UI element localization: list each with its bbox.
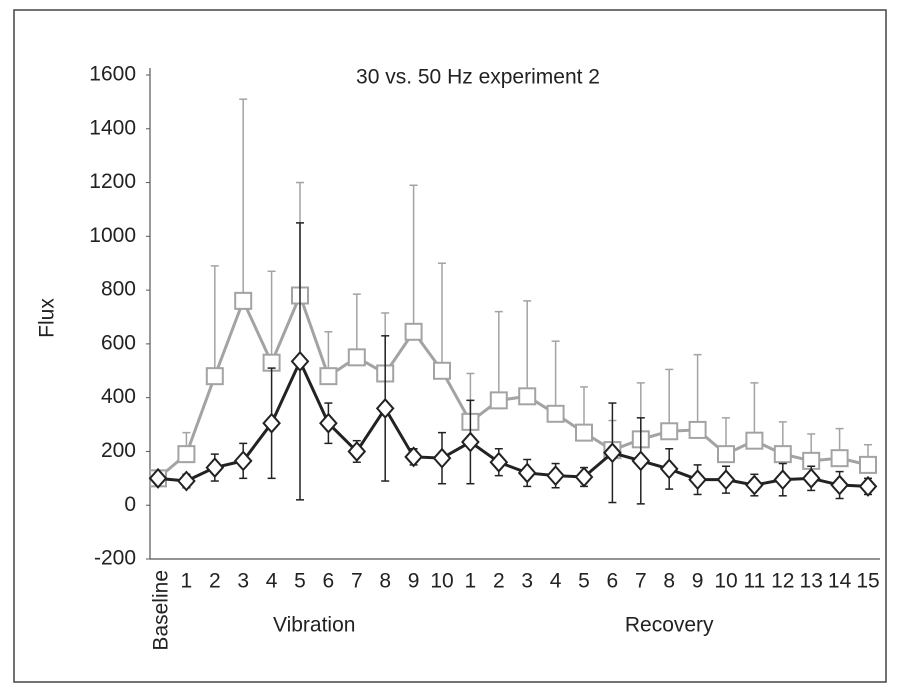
marker: [859, 455, 877, 474]
marker: [319, 367, 338, 386]
marker: [660, 422, 679, 441]
marker: [404, 446, 423, 468]
x-tick-label: 1: [181, 570, 193, 593]
marker: [461, 431, 480, 453]
x-tick-label: 9: [408, 570, 420, 593]
marker: [177, 470, 196, 492]
marker: [489, 391, 508, 410]
x-tick-label: 7: [351, 570, 363, 593]
marker: [290, 350, 310, 372]
marker: [745, 474, 764, 496]
marker: [432, 447, 452, 469]
marker: [688, 469, 707, 491]
y-tick-label: 1000: [89, 224, 136, 247]
group-label: Recovery: [625, 614, 714, 637]
x-tick-label: 14: [828, 570, 852, 593]
marker: [546, 465, 565, 487]
x-tick-label: 3: [521, 570, 533, 593]
marker: [234, 291, 253, 310]
x-tick-label: 6: [323, 570, 335, 593]
marker: [375, 397, 395, 419]
y-tick-label: 200: [101, 439, 136, 462]
marker: [717, 445, 735, 464]
y-tick-label: 1600: [89, 63, 136, 86]
marker: [716, 469, 736, 491]
x-tick-label: 11: [743, 570, 765, 593]
marker: [688, 420, 707, 439]
y-tick-label: 800: [101, 278, 136, 301]
x-tick-label: 5: [578, 570, 590, 593]
x-tick-label: 7: [635, 570, 647, 593]
x-tick-label: 15: [856, 570, 879, 593]
marker: [205, 367, 224, 386]
y-tick-label: 400: [101, 385, 136, 408]
marker: [433, 361, 451, 380]
marker: [773, 445, 792, 464]
marker: [574, 466, 594, 488]
marker: [801, 467, 821, 489]
marker: [830, 474, 849, 496]
chart-title: 30 vs. 50 Hz experiment 2: [356, 66, 600, 89]
x-tick-label: Baseline: [150, 570, 173, 651]
marker: [262, 412, 281, 434]
marker: [148, 467, 168, 489]
x-tick-label: 10: [430, 570, 453, 593]
frame: [13, 9, 887, 683]
y-tick-label: -200: [94, 547, 136, 570]
x-tick-label: 5: [294, 570, 306, 593]
x-tick-label: 1: [465, 570, 477, 593]
marker: [489, 451, 509, 473]
x-tick-label: 4: [550, 570, 562, 593]
marker: [858, 475, 878, 497]
x-tick-label: 13: [800, 570, 823, 593]
x-tick-label: 8: [663, 570, 675, 593]
x-tick-label: 6: [607, 570, 619, 593]
marker: [773, 469, 793, 491]
group-label: Vibration: [273, 614, 356, 637]
marker: [603, 442, 622, 464]
x-tick-label: 10: [714, 570, 737, 593]
x-tick-label: 9: [692, 570, 704, 593]
marker: [205, 457, 225, 479]
y-tick-label: 1400: [89, 116, 136, 139]
series-line: [157, 291, 869, 480]
x-tick-label: 4: [266, 570, 278, 593]
marker: [830, 449, 849, 468]
marker: [659, 458, 679, 480]
marker: [404, 322, 423, 341]
marker: [745, 431, 764, 450]
marker: [575, 423, 593, 442]
marker: [517, 462, 537, 484]
marker: [177, 445, 196, 464]
marker: [319, 412, 338, 434]
x-tick-label: 3: [237, 570, 249, 593]
y-tick-label: 600: [101, 331, 136, 354]
y-tick-label: 1200: [89, 170, 136, 193]
marker: [347, 440, 367, 462]
marker: [347, 348, 366, 367]
x-tick-label: 8: [379, 570, 391, 593]
marker: [631, 450, 651, 472]
x-tick-label: 12: [771, 570, 794, 593]
marker: [546, 404, 565, 423]
x-tick-label: 2: [209, 570, 221, 593]
y-axis-label: Flux: [36, 298, 59, 338]
marker: [233, 450, 253, 472]
y-tick-label: 0: [124, 493, 136, 516]
x-tick-label: 2: [493, 570, 505, 593]
marker: [518, 387, 537, 406]
